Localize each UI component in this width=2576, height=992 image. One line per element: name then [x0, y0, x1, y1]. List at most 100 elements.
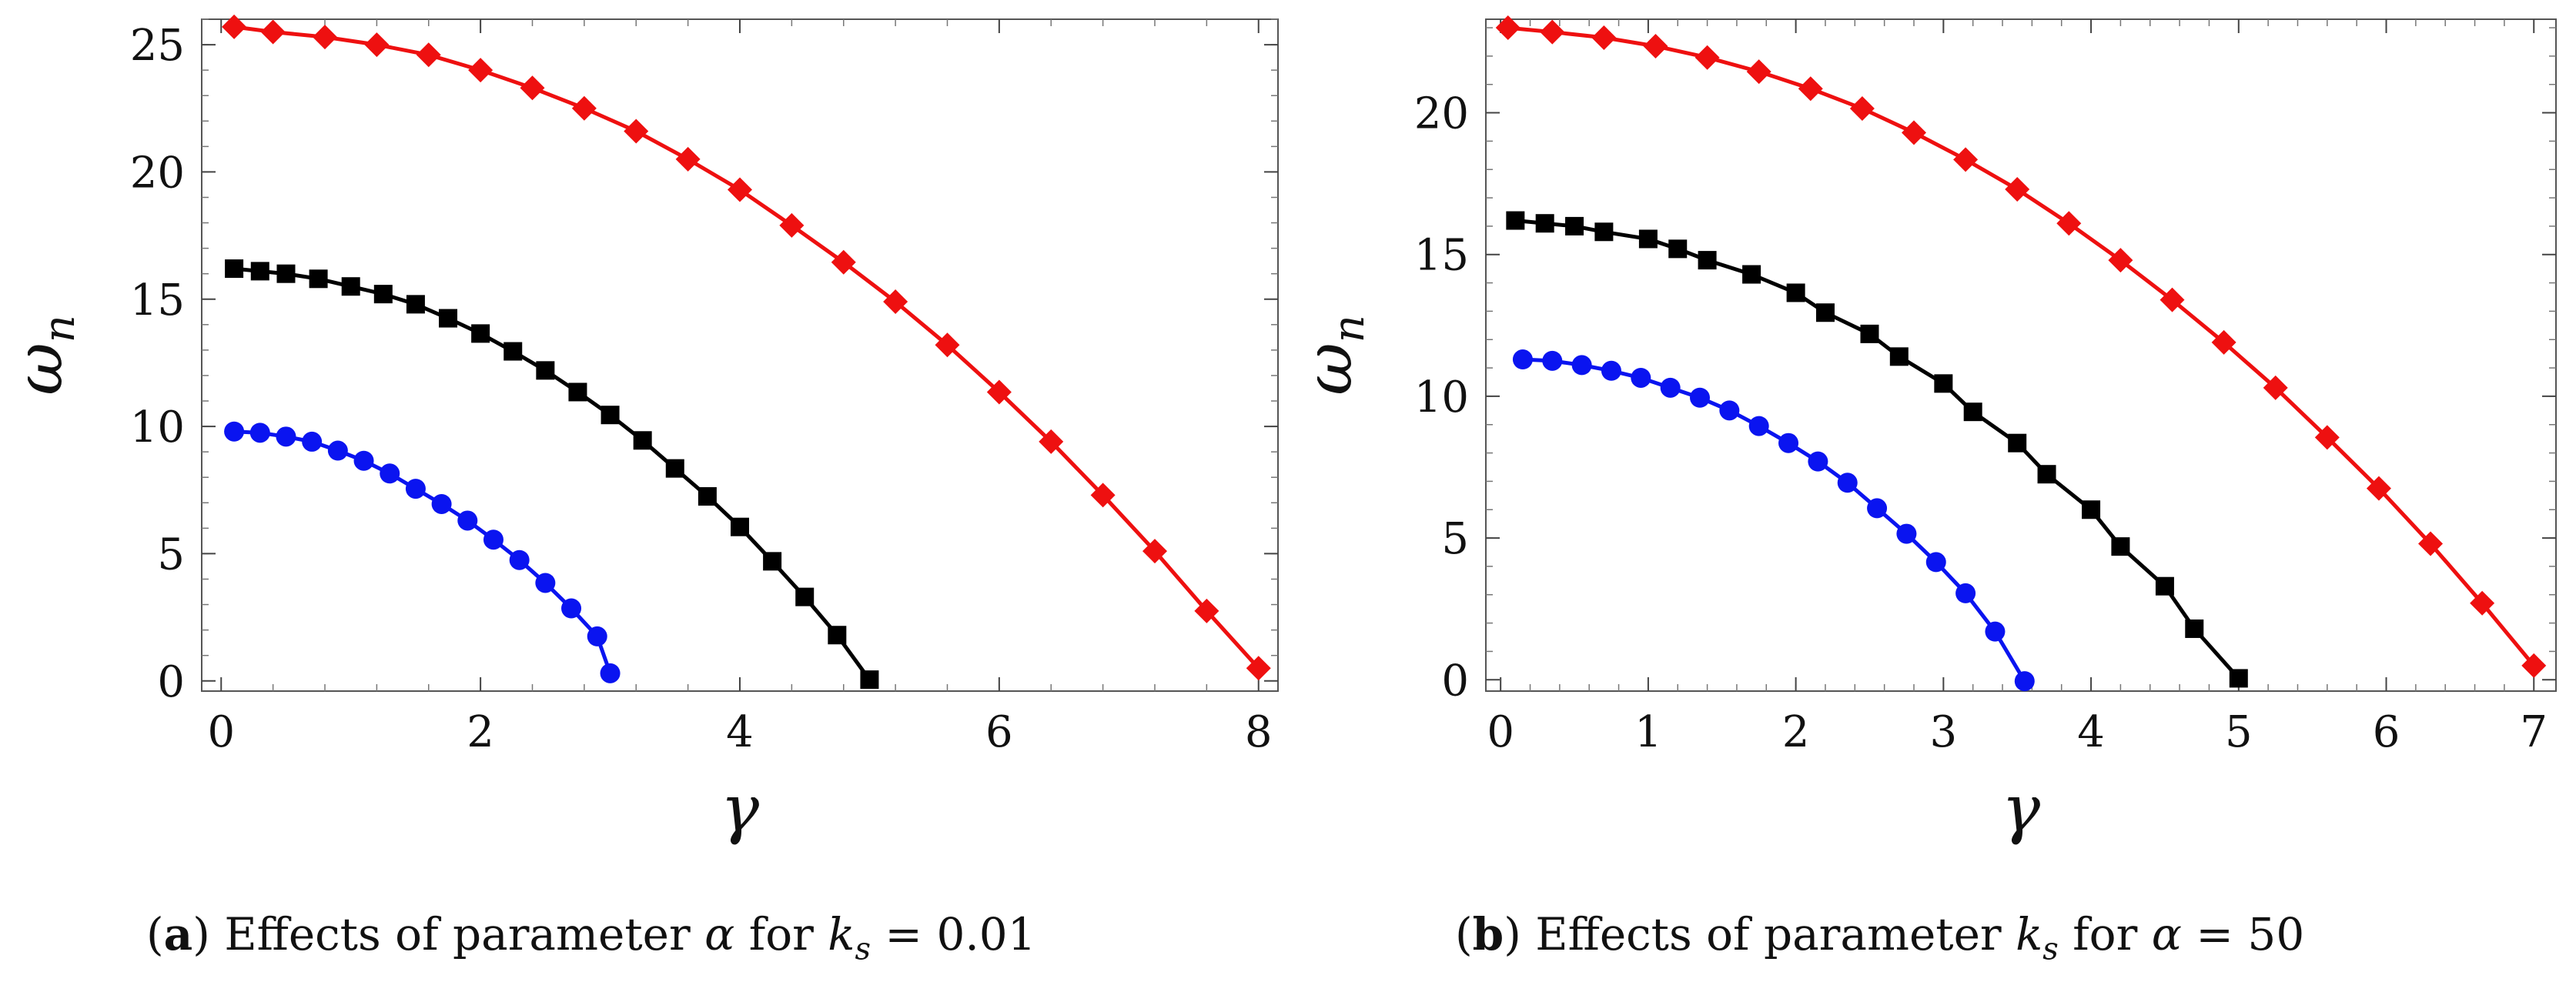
- series-blue-circles: [1512, 349, 2035, 692]
- data-point: [1925, 552, 1946, 573]
- series-blue-circles: [224, 421, 621, 683]
- series-black-squares: [1506, 211, 2248, 688]
- y-tick-label: 20: [1414, 89, 1469, 139]
- data-point: [313, 25, 338, 50]
- minor-ticks: [1486, 19, 2556, 691]
- data-point: [416, 42, 441, 68]
- data-point: [483, 529, 503, 550]
- data-point: [1963, 402, 1982, 422]
- data-point: [1837, 473, 1858, 493]
- data-point: [2037, 465, 2056, 484]
- data-point: [2082, 500, 2101, 519]
- y-axis-label-text: ωn: [1291, 315, 1374, 396]
- data-point: [831, 249, 856, 275]
- data-point: [2008, 433, 2027, 453]
- caption-b-rhs-var: α: [2151, 908, 2182, 960]
- data-point: [2418, 531, 2444, 556]
- data-point: [601, 406, 620, 425]
- data-point: [2314, 425, 2340, 450]
- data-point: [1902, 120, 1926, 145]
- y-tick-label: 5: [157, 529, 185, 580]
- x-tick-label: 2: [467, 707, 494, 757]
- y-tick-label: 15: [1414, 231, 1469, 281]
- data-point: [2155, 576, 2174, 596]
- data-point: [327, 440, 348, 461]
- x-tick-label: 6: [2373, 707, 2400, 757]
- data-point: [587, 626, 607, 646]
- data-point: [1542, 350, 1563, 371]
- caption-b-param-var: k: [2016, 908, 2043, 960]
- data-point: [1786, 283, 1805, 302]
- x-tick-label: 6: [985, 707, 1013, 757]
- series-line: [1522, 357, 2026, 683]
- x-tick-label: 7: [2520, 707, 2548, 757]
- y-tick-label: 0: [1441, 656, 1469, 706]
- y-tick-label: 25: [130, 21, 185, 71]
- data-point: [633, 431, 652, 450]
- data-point: [1798, 76, 1823, 102]
- data-point: [222, 14, 247, 39]
- data-point: [1594, 222, 1614, 242]
- data-point: [728, 177, 752, 202]
- data-point: [763, 552, 782, 571]
- x-tick-label: 4: [726, 707, 754, 757]
- data-point: [1246, 656, 1271, 681]
- data-point: [353, 450, 374, 471]
- data-point: [1815, 303, 1835, 322]
- y-tick-label: 10: [130, 402, 185, 453]
- data-point: [2111, 537, 2130, 556]
- data-point: [1535, 214, 1554, 233]
- data-point: [509, 549, 530, 570]
- caption-b: (b) Effects of parameter ks for α = 50: [1455, 908, 2305, 967]
- data-point: [225, 259, 244, 279]
- caption-a-text: Effects of parameter: [224, 908, 691, 960]
- data-point: [935, 332, 960, 358]
- data-point: [2263, 375, 2288, 400]
- data-point: [439, 309, 458, 328]
- data-point: [1039, 429, 1064, 454]
- data-point: [431, 493, 452, 514]
- series-line: [233, 25, 1260, 670]
- x-tick-label: 8: [1245, 707, 1273, 757]
- data-point: [2108, 248, 2133, 273]
- caption-a-letter: a: [163, 908, 193, 960]
- data-point: [2211, 329, 2236, 355]
- x-tick-label: 2: [1782, 707, 1810, 757]
- data-point: [276, 264, 296, 283]
- data-point: [828, 626, 847, 645]
- data-point: [1512, 349, 1533, 370]
- data-point: [276, 426, 296, 447]
- caption-a-rhs-value: = 0.01: [885, 908, 1036, 960]
- data-point: [1194, 598, 1219, 623]
- y-tick-label: 5: [1441, 514, 1469, 564]
- data-point: [1953, 147, 1979, 172]
- data-point: [380, 463, 400, 484]
- y-axis-label-text: ωn: [2, 315, 85, 396]
- panel-b-chart: 0 1 2 3 4 5 6 7 0 5 10 15 20 γ ωn: [1291, 15, 2557, 847]
- plot-frame: [201, 18, 1279, 692]
- data-point: [302, 431, 323, 452]
- y-tick-label: 0: [157, 657, 185, 707]
- data-point: [1934, 374, 1953, 393]
- data-point: [503, 342, 523, 361]
- caption-b-text: Effects of parameter: [1535, 908, 2002, 960]
- data-point: [1643, 33, 1668, 58]
- data-point: [986, 379, 1012, 405]
- x-tick-label: 1: [1634, 707, 1662, 757]
- data-point: [1142, 539, 1167, 564]
- data-point: [1540, 19, 1565, 45]
- caption-b-for: for: [2073, 908, 2138, 960]
- caption-b-rhs-value: = 50: [2196, 908, 2305, 960]
- caption-a-rhs-var: k: [828, 908, 855, 960]
- x-tick-label: 3: [1930, 707, 1958, 757]
- data-point: [675, 146, 701, 172]
- caption-a-param: α: [704, 908, 735, 960]
- data-point: [1698, 251, 1717, 270]
- data-point: [568, 382, 587, 402]
- panel-a-chart: 0 2 4 6 8 0 5 10 15 20 25 γ ωn: [2, 14, 1279, 847]
- data-point: [1660, 377, 1681, 398]
- data-point: [779, 212, 805, 238]
- data-point: [1631, 367, 1651, 388]
- x-axis-label: γ: [2002, 771, 2041, 847]
- data-point: [341, 277, 360, 296]
